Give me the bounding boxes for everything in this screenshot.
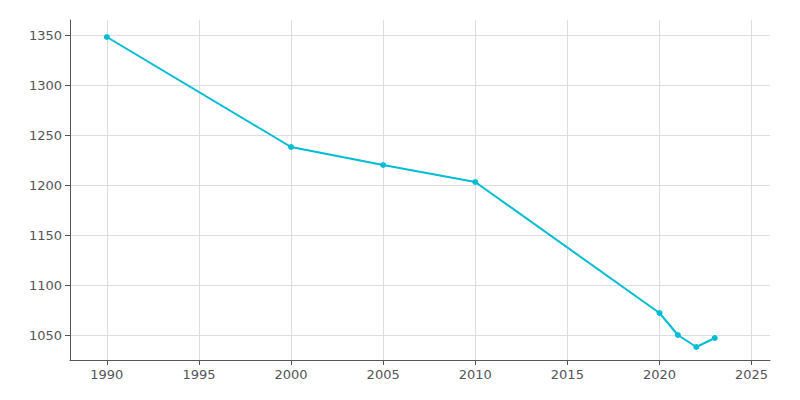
svg-text:1150: 1150 xyxy=(29,228,62,243)
svg-text:1990: 1990 xyxy=(90,367,123,382)
svg-text:1995: 1995 xyxy=(182,367,215,382)
svg-text:1300: 1300 xyxy=(29,78,62,93)
svg-text:2025: 2025 xyxy=(735,367,768,382)
svg-text:1250: 1250 xyxy=(29,128,62,143)
svg-text:1350: 1350 xyxy=(29,28,62,43)
svg-text:1050: 1050 xyxy=(29,328,62,343)
svg-text:2015: 2015 xyxy=(551,367,584,382)
svg-text:2020: 2020 xyxy=(643,367,676,382)
svg-text:2010: 2010 xyxy=(459,367,492,382)
svg-text:2000: 2000 xyxy=(275,367,308,382)
svg-text:1200: 1200 xyxy=(29,178,62,193)
svg-text:2005: 2005 xyxy=(367,367,400,382)
svg-text:1100: 1100 xyxy=(29,278,62,293)
